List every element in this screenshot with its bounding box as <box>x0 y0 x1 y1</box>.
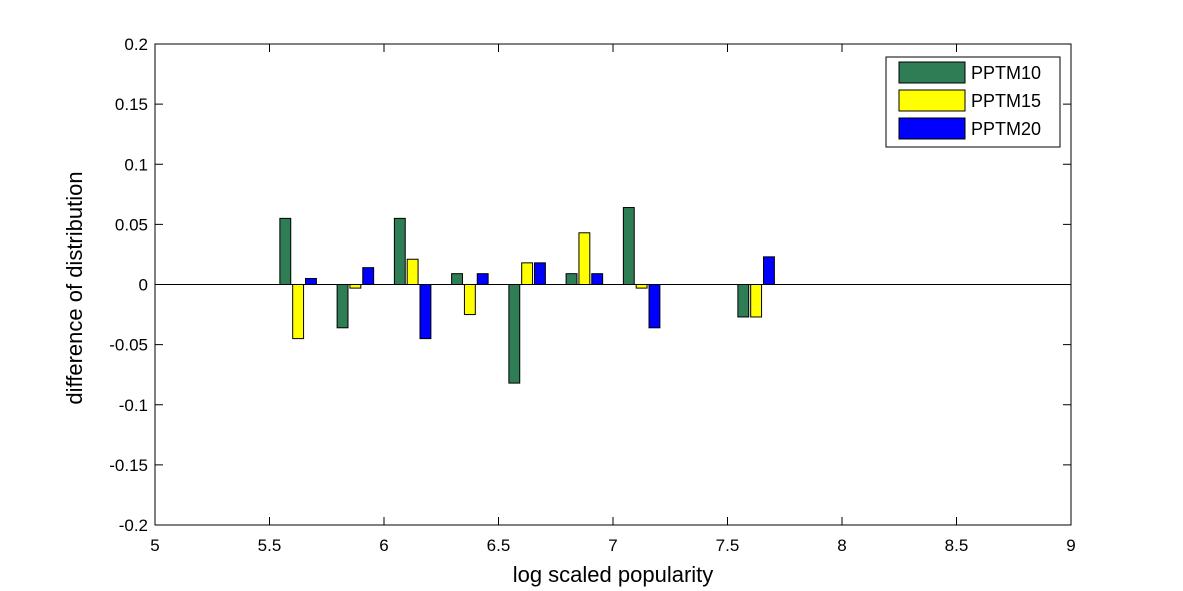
bar-pptm10 <box>451 273 463 285</box>
bar-pptm15 <box>521 262 534 286</box>
legend-swatch-pptm10 <box>898 61 966 84</box>
bar-pptm10 <box>279 217 292 285</box>
x-tick-label: 8.5 <box>945 536 969 555</box>
x-axis-title: log scaled popularity <box>513 562 714 587</box>
legend-label-pptm10: PPTM10 <box>971 63 1041 83</box>
legend-label-pptm20: PPTM20 <box>971 119 1041 139</box>
x-tick-label: 8 <box>837 536 846 555</box>
legend: PPTM10 PPTM15 PPTM20 <box>885 56 1061 148</box>
x-tick-label: 7.5 <box>716 536 740 555</box>
x-tick-label: 9 <box>1066 536 1075 555</box>
y-tick-label: 0.05 <box>115 215 148 234</box>
y-tick-label: 0.1 <box>124 155 148 174</box>
y-axis-title: difference of distribution <box>62 171 87 404</box>
bar-pptm15 <box>750 284 763 318</box>
bar-pptm15 <box>463 284 476 316</box>
legend-label-pptm15: PPTM15 <box>971 91 1041 111</box>
x-tick-label: 6 <box>379 536 388 555</box>
bar-pptm15 <box>406 258 419 285</box>
y-tick-label: 0.15 <box>115 95 148 114</box>
bar-pptm10 <box>508 284 521 384</box>
bar-pptm20 <box>591 273 604 285</box>
bar-pptm20 <box>648 284 661 329</box>
bar-pptm10 <box>737 284 750 318</box>
bar-pptm15 <box>349 284 362 289</box>
bar-pptm20 <box>305 277 317 285</box>
y-tick-label: -0.2 <box>119 516 148 535</box>
bar-pptm20 <box>534 262 546 286</box>
bar-pptm20 <box>362 267 375 286</box>
bar-pptm20 <box>763 256 775 285</box>
bar-pptm10 <box>336 284 349 329</box>
x-axis-ticks: 5 5.5 6 6.5 7 7.5 8 8.5 9 <box>150 44 1076 555</box>
y-tick-label: 0 <box>139 276 148 295</box>
bar-pptm20 <box>419 284 432 340</box>
legend-swatch-pptm15 <box>898 89 966 112</box>
bar-pptm10 <box>393 217 406 285</box>
bar-pptm15 <box>635 284 648 289</box>
y-tick-label: -0.1 <box>119 396 148 415</box>
y-axis-ticks: -0.2 -0.15 -0.1 -0.05 0 0.05 0.1 0.15 0.2 <box>109 35 1071 535</box>
x-tick-label: 6.5 <box>487 536 511 555</box>
y-tick-label: -0.05 <box>109 336 148 355</box>
x-tick-label: 5 <box>150 536 159 555</box>
x-tick-label: 5.5 <box>258 536 282 555</box>
bar-pptm15 <box>578 232 591 285</box>
bar-pptm15 <box>292 284 305 340</box>
bar-pptm10 <box>565 273 578 285</box>
bar-pptm10 <box>622 207 635 285</box>
bar-pptm20 <box>476 273 489 285</box>
x-tick-label: 7 <box>608 536 617 555</box>
legend-swatch-pptm20 <box>898 117 966 140</box>
y-tick-label: -0.15 <box>109 456 148 475</box>
y-tick-label: 0.2 <box>124 35 148 54</box>
